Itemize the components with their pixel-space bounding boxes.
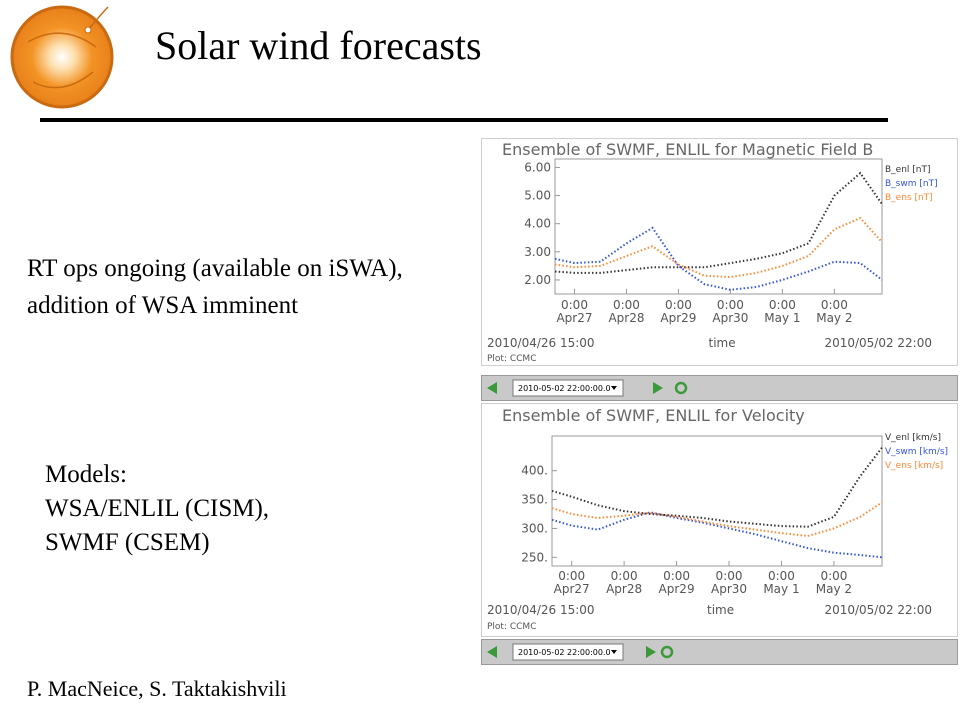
series-line [551, 511, 883, 559]
x-tick-label: 0:00 Apr27 [554, 569, 590, 596]
model-item: WSA/ENLIL (CISM), [45, 495, 270, 522]
x-range-end: 2010/05/02 22:00 [824, 603, 932, 617]
legend-entry: V_swm [km/s] [885, 447, 948, 457]
next-button[interactable] [653, 382, 663, 394]
chart: Ensemble of SWMF, ENLIL for Velocity 250.… [481, 403, 958, 637]
refresh-button[interactable] [660, 645, 674, 659]
next-button[interactable] [646, 646, 656, 658]
prev-button[interactable] [487, 382, 497, 394]
y-tick-label: 350. [521, 493, 548, 507]
date-value: 2010-05-02 22:00:00.0 [518, 384, 611, 393]
plot-frame [554, 158, 883, 295]
plot-frame [551, 435, 883, 567]
y-tick-label: 2.00 [524, 273, 551, 287]
x-axis-label: time [707, 603, 734, 617]
date-select[interactable] [512, 379, 624, 397]
x-range-start: 2010/04/26 15:00 [487, 603, 595, 617]
slide-title: Solar wind forecasts [155, 23, 482, 68]
models-block: Models: WSA/ENLIL (CISM), SWMF (CSEM) [45, 458, 269, 560]
x-tick-label: 0:00 Apr27 [556, 298, 592, 325]
x-tick-label: 0:00 May 2 [816, 298, 852, 325]
x-tick-label: 0:00 May 1 [764, 298, 800, 325]
chart-title: Ensemble of SWMF, ENLIL for Velocity [502, 406, 805, 425]
series-line [554, 216, 883, 279]
y-tick-label: 4.00 [524, 217, 551, 231]
x-axis-label: time [709, 336, 736, 350]
title-rule [40, 118, 888, 122]
authors: P. MacNeice, S. Taktakishvili [27, 676, 287, 701]
x-tick-label: 0:00 Apr30 [712, 298, 748, 325]
y-tick-label: 250. [521, 550, 548, 564]
x-tick-label: 0:00 Apr28 [608, 298, 644, 325]
x-tick-label: 0:00 Apr30 [711, 569, 747, 596]
y-tick-label: 400. [521, 464, 548, 478]
models-heading: Models: [45, 461, 127, 488]
plot-note: Plot: CCMC [487, 354, 536, 364]
x-tick-label: 0:00 Apr29 [659, 569, 695, 596]
chart-title: Ensemble of SWMF, ENLIL for Magnetic Fie… [502, 140, 873, 159]
legend-entry: V_enl [km/s] [885, 433, 941, 443]
y-tick-label: 300. [521, 521, 548, 535]
x-tick-label: 0:00 May 2 [816, 569, 852, 596]
x-range-start: 2010/04/26 15:00 [487, 336, 595, 350]
legend-entry: B_enl [nT] [885, 165, 931, 175]
plot-note: Plot: CCMC [487, 622, 536, 632]
chart: Ensemble of SWMF, ENLIL for Magnetic Fie… [481, 138, 958, 366]
prev-button[interactable] [487, 646, 497, 658]
series-line [554, 171, 883, 274]
legend-entry: B_swm [nT] [885, 179, 938, 189]
logo [10, 5, 114, 109]
series-line [551, 446, 883, 528]
status-text: RT ops ongoing (available on iSWA), addi… [27, 255, 403, 319]
refresh-button[interactable] [674, 381, 688, 395]
series-line [551, 501, 883, 538]
x-tick-label: 0:00 May 1 [763, 569, 799, 596]
date-select[interactable] [512, 643, 624, 661]
series-line [554, 226, 883, 291]
y-tick-label: 3.00 [524, 245, 551, 259]
x-tick-label: 0:00 Apr29 [660, 298, 696, 325]
legend-entry: V_ens [km/s] [885, 461, 943, 471]
x-tick-label: 0:00 Apr28 [606, 569, 642, 596]
toolbar: 2010-05-02 22:00:00.0 [481, 375, 958, 401]
x-range-end: 2010/05/02 22:00 [824, 336, 932, 350]
y-tick-label: 6.00 [524, 160, 551, 174]
y-tick-label: 5.00 [524, 189, 551, 203]
model-item: SWMF (CSEM) [45, 529, 210, 556]
toolbar: 2010-05-02 22:00:00.0 [481, 639, 958, 665]
date-value: 2010-05-02 22:00:00.0 [518, 648, 611, 657]
legend-entry: B_ens [nT] [885, 193, 933, 203]
